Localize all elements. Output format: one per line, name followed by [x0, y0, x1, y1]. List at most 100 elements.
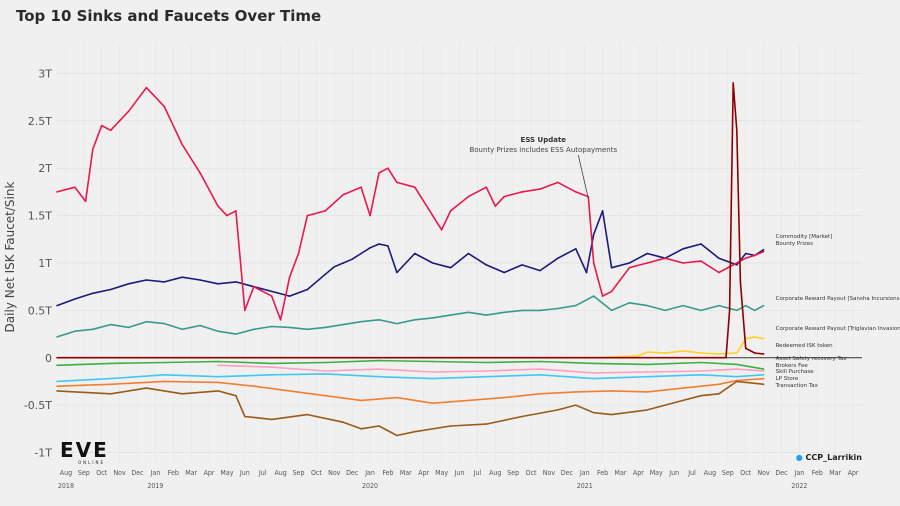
data-point: [449, 425, 452, 427]
data-point: [378, 425, 380, 427]
data-point: [467, 311, 470, 314]
data-point: [728, 309, 731, 312]
data-point: [539, 269, 541, 272]
data-point: [270, 366, 273, 369]
data-point: [431, 317, 434, 319]
data-point: [217, 330, 219, 333]
x-year-label: 2020: [362, 482, 378, 490]
data-point: [646, 351, 649, 353]
data-point: [762, 383, 765, 386]
x-tick-label: Jun: [454, 469, 465, 477]
data-point: [762, 353, 765, 355]
data-point: [324, 373, 327, 375]
data-point: [592, 411, 595, 414]
twitter-text: CCP_Larrikin: [805, 453, 863, 462]
data-point: [700, 370, 702, 372]
data-point: [718, 392, 720, 395]
series-label: LP Store: [776, 376, 799, 382]
data-point: [467, 195, 470, 198]
x-tick-label: Jan: [150, 469, 161, 477]
data-point: [485, 361, 488, 364]
data-point: [351, 258, 353, 260]
data-point: [557, 307, 559, 310]
data-point: [163, 322, 166, 325]
data-point: [431, 360, 434, 363]
x-year-label: 2018: [58, 482, 74, 490]
data-point: [485, 314, 488, 316]
data-point: [592, 362, 595, 365]
data-point: [431, 214, 434, 217]
data-point: [762, 248, 765, 251]
data-point: [682, 387, 684, 389]
data-point: [360, 399, 362, 402]
data-point: [235, 394, 237, 397]
data-point: [521, 264, 523, 266]
data-point: [762, 374, 765, 376]
data-point: [485, 375, 488, 378]
x-tick-label: Jul: [258, 469, 267, 477]
data-point: [109, 362, 112, 365]
series-line: [56, 380, 764, 437]
data-point: [682, 399, 684, 402]
data-point: [557, 257, 559, 260]
data-point: [378, 172, 380, 174]
data-point: [279, 319, 282, 321]
y-tick-label: -1T: [34, 447, 52, 460]
data-point: [753, 254, 756, 257]
data-point: [244, 309, 246, 312]
data-point: [387, 245, 389, 247]
data-point: [369, 214, 371, 217]
eve-logo-sub: ONLINE: [78, 460, 106, 465]
x-tick-label: Nov: [328, 469, 341, 477]
x-tick-label: May: [220, 469, 233, 477]
data-point: [753, 352, 756, 354]
data-point: [163, 281, 166, 283]
x-tick-label: Sep: [722, 469, 734, 477]
data-point: [413, 252, 416, 255]
x-tick-label: Oct: [96, 469, 107, 477]
data-point: [601, 210, 604, 212]
data-point: [503, 195, 506, 198]
data-point: [387, 167, 389, 170]
data-point: [732, 82, 734, 84]
series-label: Corporate Reward Payout [Triglavian Inva…: [776, 326, 900, 332]
data-point: [288, 295, 291, 297]
data-point: [91, 292, 94, 295]
data-point: [378, 243, 380, 245]
data-point: [682, 247, 684, 250]
data-point: [378, 368, 380, 370]
data-point: [539, 360, 541, 363]
data-point: [574, 247, 577, 250]
data-point: [718, 304, 720, 307]
x-tick-label: Feb: [597, 469, 608, 477]
y-tick-label: 2.5T: [28, 115, 52, 128]
data-point: [646, 375, 649, 378]
x-tick-label: Nov: [757, 469, 770, 477]
series-label: Brokers Fee: [776, 363, 809, 369]
data-point: [539, 392, 541, 395]
x-tick-label: Jan: [794, 469, 805, 477]
data-point: [181, 328, 184, 331]
data-point: [252, 328, 255, 331]
data-point: [494, 205, 497, 207]
data-point: [700, 374, 702, 376]
data-point: [127, 110, 130, 113]
series-line: [56, 295, 764, 338]
data-point: [574, 391, 577, 393]
data-point: [700, 260, 702, 262]
data-point: [396, 181, 398, 184]
x-tick-label: Jan: [579, 469, 590, 477]
data-point: [664, 352, 667, 354]
data-point: [592, 262, 595, 264]
data-point: [127, 283, 130, 285]
data-point: [74, 186, 76, 188]
data-point: [288, 390, 291, 392]
data-point: [762, 368, 765, 370]
data-point: [539, 188, 541, 190]
data-point: [646, 252, 649, 255]
data-point: [449, 210, 452, 212]
data-point: [270, 290, 273, 293]
x-tick-label: Feb: [382, 469, 393, 477]
data-point: [725, 356, 727, 359]
data-point: [762, 377, 765, 380]
